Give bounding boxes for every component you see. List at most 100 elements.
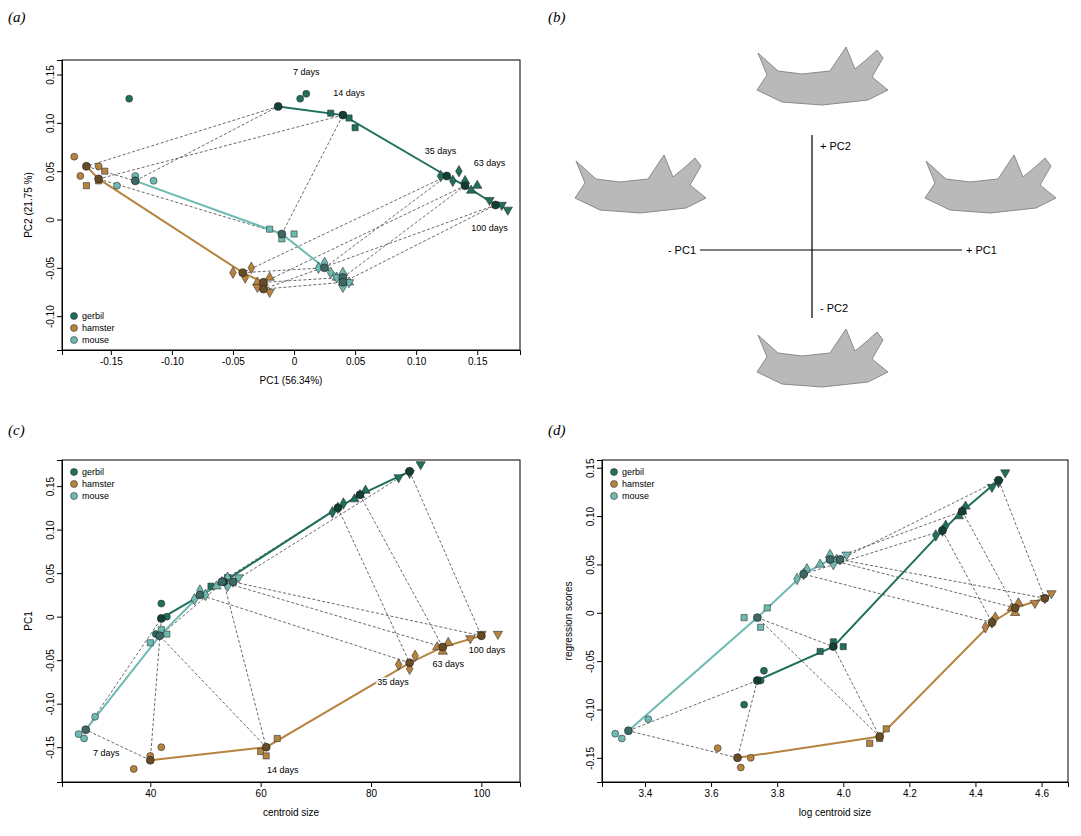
mean-point	[196, 591, 204, 599]
y-axis-line	[57, 61, 63, 351]
mean-point	[146, 756, 154, 764]
tick: -0.10	[585, 698, 602, 721]
tick: 4.6	[1035, 782, 1049, 799]
specimen-point	[265, 272, 274, 280]
tick-label: 0.10	[407, 356, 427, 367]
tick-label: 0.05	[45, 563, 56, 583]
tick-mark	[1042, 782, 1043, 787]
trajectory	[278, 106, 495, 205]
y-axis: -0.15-0.10-0.0500.050.100.15	[45, 461, 63, 783]
specimen-point	[764, 605, 770, 611]
tick: 0.10	[45, 520, 62, 540]
mean-point	[477, 632, 485, 640]
specimen-point	[466, 636, 475, 644]
panel: 3.43.63.84.04.24.44.6-0.15-0.10-0.0500.0…	[563, 458, 1069, 818]
legend-label: gerbil	[82, 311, 104, 321]
tick-mark	[111, 350, 112, 355]
mean-point	[624, 727, 632, 735]
tick-label: 4.6	[1035, 788, 1049, 799]
tick-label: -0.10	[161, 356, 184, 367]
y-axis-line	[597, 461, 603, 783]
specimen-point	[71, 153, 78, 160]
tick-mark	[57, 123, 62, 124]
tick-mark	[843, 782, 844, 787]
tick: -0.05	[222, 350, 245, 367]
mean-point	[829, 643, 837, 651]
age-link	[135, 106, 278, 180]
tick-mark	[975, 782, 976, 787]
mean-point	[239, 269, 247, 277]
legend-symbol	[611, 469, 618, 476]
specimen-point	[230, 267, 237, 278]
legend-label: hamster	[622, 479, 655, 489]
mean-point	[988, 618, 996, 626]
trajectory	[757, 480, 998, 680]
tick-label: 3.4	[639, 788, 653, 799]
specimen-point	[503, 207, 512, 215]
tick-mark	[711, 782, 712, 787]
mean-point	[339, 111, 347, 119]
legend-symbol	[71, 313, 78, 320]
age-link	[757, 618, 879, 737]
specimen-point	[394, 475, 403, 483]
tick-mark	[57, 747, 62, 748]
plot-frame	[62, 460, 520, 782]
mean-point	[938, 527, 946, 535]
age-link	[410, 471, 482, 635]
age-link	[243, 268, 325, 273]
specimen-point	[412, 650, 419, 661]
tick-mark	[597, 564, 602, 565]
panel-letter: (a)	[8, 9, 26, 26]
tick-label: -0.05	[45, 649, 56, 672]
specimen-point	[883, 726, 889, 732]
tick-label: 3.8	[771, 788, 785, 799]
age-annotation: 14 days	[267, 765, 299, 775]
age-link	[628, 680, 757, 730]
tick-label: 0.05	[346, 356, 366, 367]
tick-mark	[909, 782, 910, 787]
plot-area	[71, 90, 513, 297]
legend-symbol	[611, 481, 618, 488]
specimen-point	[130, 765, 137, 772]
panel-letter: (b)	[548, 9, 566, 26]
mean-point	[492, 201, 500, 209]
plot-area	[612, 470, 1056, 771]
specimen-point	[741, 615, 747, 621]
figure: (a) -0.15 -0.10 -0.05 0 0.05 0.10 0.15 -0.10 -0.0…	[0, 0, 1081, 836]
age-link	[264, 186, 466, 283]
trajectory	[628, 560, 840, 731]
specimen-point	[987, 484, 996, 492]
age-annotation: 7 days	[293, 67, 320, 77]
tick-label: -0.05	[222, 356, 245, 367]
tick-label: 0	[585, 610, 596, 616]
specimen-point	[456, 165, 463, 176]
tick-mark	[57, 486, 62, 487]
mean-point	[734, 754, 742, 762]
panel: -0.15-0.10-0.0500.050.100.15-0.10-0.0500…	[23, 60, 521, 386]
tick: 0.10	[407, 350, 427, 367]
tick-mark	[597, 758, 602, 759]
x-axis: -0.15-0.10-0.0500.050.100.15	[63, 350, 521, 367]
specimen-point	[815, 559, 824, 567]
tick-label: 0.10	[45, 520, 56, 540]
specimen-point	[158, 600, 165, 607]
tick-mark	[172, 350, 173, 355]
specimen-point	[840, 644, 846, 650]
tick-label: 0.15	[468, 356, 488, 367]
tick: -0.15	[585, 746, 602, 769]
tick-mark	[233, 350, 234, 355]
tick-label: -0.10	[45, 692, 56, 715]
tick: 0.10	[585, 506, 602, 526]
age-link	[804, 574, 992, 622]
specimen-point	[1001, 470, 1010, 478]
age-link	[160, 636, 266, 747]
mean-point	[356, 491, 364, 499]
specimen-point	[158, 744, 165, 751]
age-link	[840, 560, 1045, 599]
age-link	[999, 480, 1045, 598]
age-link	[325, 176, 447, 268]
age-annotation: 7 days	[93, 748, 120, 758]
age-link	[233, 582, 481, 636]
legend-symbol	[71, 481, 78, 488]
tick-label: -0.15	[585, 746, 596, 769]
